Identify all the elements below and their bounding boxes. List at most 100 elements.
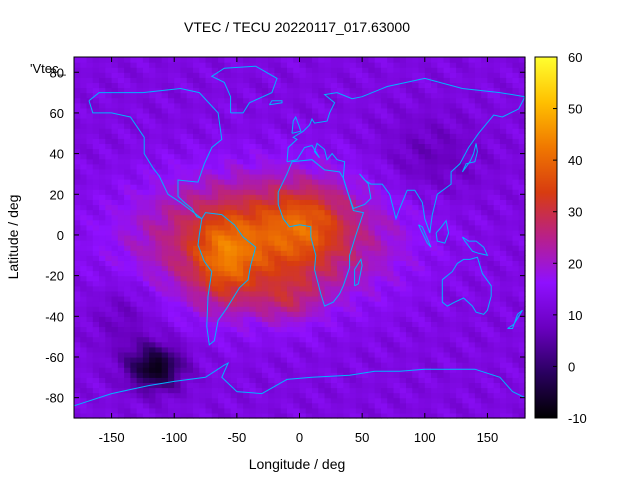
vtec-cell — [337, 215, 344, 221]
vtec-cell — [143, 286, 150, 292]
vtec-cell — [350, 169, 357, 175]
vtec-cell — [419, 332, 426, 338]
vtec-cell — [494, 93, 501, 99]
vtec-cell — [400, 286, 407, 292]
vtec-cell — [274, 169, 281, 175]
vtec-cell — [180, 123, 187, 129]
vtec-cell — [400, 230, 407, 236]
vtec-cell — [130, 372, 137, 378]
vtec-cell — [475, 225, 482, 231]
vtec-cell — [105, 189, 112, 195]
vtec-cell — [368, 108, 375, 114]
vtec-cell — [425, 286, 432, 292]
vtec-cell — [337, 276, 344, 282]
vtec-cell — [387, 103, 394, 109]
vtec-cell — [318, 113, 325, 119]
vtec-cell — [300, 235, 307, 241]
vtec-cell — [393, 255, 400, 261]
vtec-cell — [130, 250, 137, 256]
vtec-cell — [300, 245, 307, 251]
vtec-cell — [287, 133, 294, 139]
vtec-cell — [231, 169, 238, 175]
vtec-cell — [425, 291, 432, 297]
vtec-cell — [368, 372, 375, 378]
vtec-cell — [356, 72, 363, 78]
vtec-cell — [387, 128, 394, 134]
vtec-cell — [143, 235, 150, 241]
vtec-cell — [274, 62, 281, 68]
vtec-cell — [431, 301, 438, 307]
vtec-cell — [224, 204, 231, 210]
vtec-cell — [143, 220, 150, 226]
vtec-cell — [362, 143, 369, 149]
vtec-cell — [130, 128, 137, 134]
vtec-cell — [506, 367, 513, 373]
vtec-cell — [105, 265, 112, 271]
vtec-cell — [437, 143, 444, 149]
vtec-cell — [212, 133, 219, 139]
vtec-cell — [306, 210, 313, 216]
vtec-cell — [249, 113, 256, 119]
vtec-cell — [487, 367, 494, 373]
vtec-cell — [187, 271, 194, 277]
vtec-cell — [149, 281, 156, 287]
vtec-cell — [130, 133, 137, 139]
vtec-cell — [231, 245, 238, 251]
vtec-cell — [137, 342, 144, 348]
vtec-cell — [162, 199, 169, 205]
vtec-cell — [456, 149, 463, 155]
vtec-cell — [337, 88, 344, 94]
vtec-cell — [149, 220, 156, 226]
vtec-cell — [168, 82, 175, 88]
vtec-cell — [149, 245, 156, 251]
vtec-cell — [268, 245, 275, 251]
vtec-cell — [350, 387, 357, 393]
vtec-cell — [149, 138, 156, 144]
vtec-cell — [99, 296, 106, 302]
vtec-cell — [143, 311, 150, 317]
vtec-cell — [237, 154, 244, 160]
vtec-cell — [193, 118, 200, 124]
vtec-cell — [143, 265, 150, 271]
vtec-cell — [412, 210, 419, 216]
vtec-cell — [143, 357, 150, 363]
vtec-cell — [425, 199, 432, 205]
vtec-cell — [105, 82, 112, 88]
vtec-cell — [312, 347, 319, 353]
vtec-cell — [112, 118, 119, 124]
vtec-cell — [318, 337, 325, 343]
vtec-cell — [155, 225, 162, 231]
vtec-cell — [87, 240, 94, 246]
vtec-cell — [406, 138, 413, 144]
vtec-cell — [199, 179, 206, 185]
vtec-cell — [124, 62, 131, 68]
vtec-cell — [112, 169, 119, 175]
vtec-cell — [180, 271, 187, 277]
vtec-cell — [168, 352, 175, 358]
vtec-cell — [80, 281, 87, 287]
vtec-cell — [74, 225, 81, 231]
vtec-cell — [93, 179, 100, 185]
vtec-cell — [375, 255, 382, 261]
vtec-cell — [506, 143, 513, 149]
vtec-cell — [155, 123, 162, 129]
vtec-cell — [137, 77, 144, 83]
vtec-cell — [99, 118, 106, 124]
vtec-cell — [80, 265, 87, 271]
vtec-cell — [412, 286, 419, 292]
vtec-cell — [162, 393, 169, 399]
vtec-cell — [168, 362, 175, 368]
vtec-cell — [331, 382, 338, 388]
vtec-cell — [469, 377, 476, 383]
vtec-cell — [387, 352, 394, 358]
vtec-cell — [300, 367, 307, 373]
vtec-cell — [469, 316, 476, 322]
vtec-cell — [149, 235, 156, 241]
vtec-cell — [80, 133, 87, 139]
vtec-cell — [306, 189, 313, 195]
vtec-cell — [124, 194, 131, 200]
vtec-cell — [87, 88, 94, 94]
vtec-cell — [162, 326, 169, 332]
vtec-cell — [487, 398, 494, 404]
vtec-cell — [362, 306, 369, 312]
